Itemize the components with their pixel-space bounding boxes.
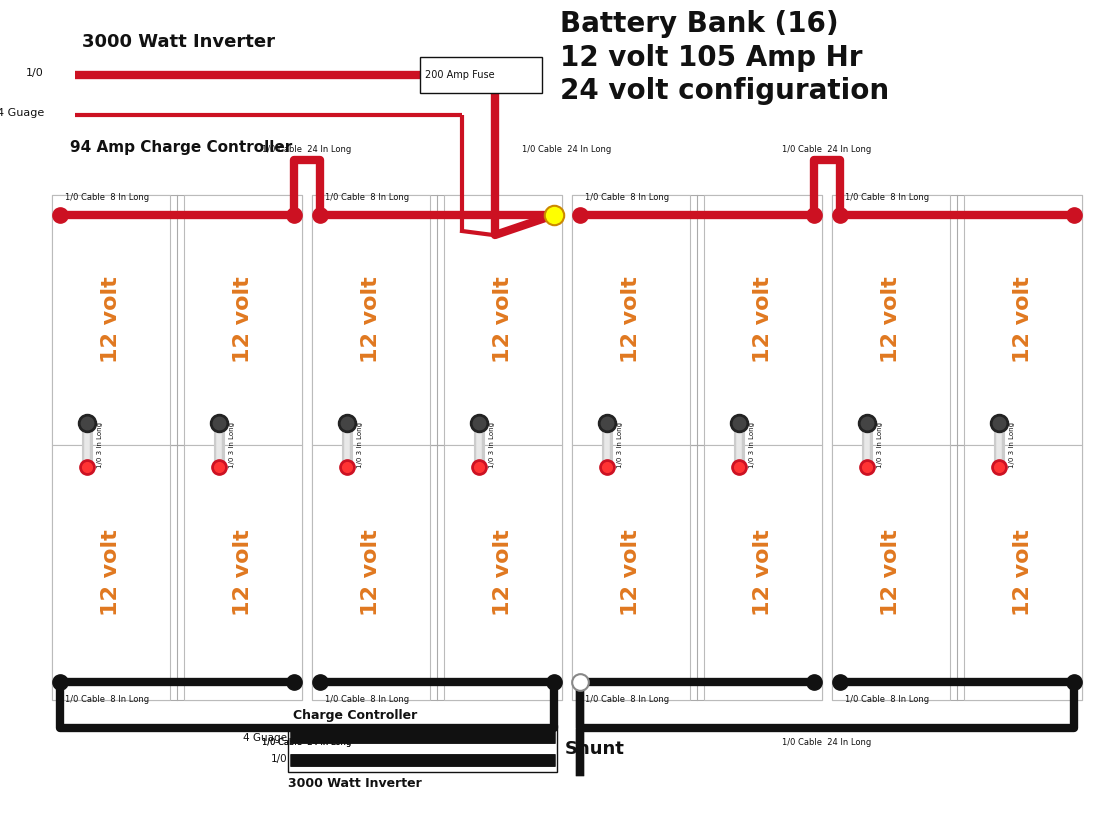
Text: 12 volt: 12 volt <box>881 276 901 364</box>
Bar <box>312 445 430 700</box>
Text: 94 Amp Charge Controller: 94 Amp Charge Controller <box>70 140 293 155</box>
Text: 1/0 Cable  24 In Long: 1/0 Cable 24 In Long <box>263 145 352 154</box>
Text: 12 volt: 12 volt <box>233 276 253 364</box>
Text: 1/0 3 In Long: 1/0 3 In Long <box>749 422 756 468</box>
Bar <box>444 195 562 445</box>
Text: 12 volt: 12 volt <box>621 276 641 364</box>
Text: 1/0 Cable  24 In Long: 1/0 Cable 24 In Long <box>263 738 352 747</box>
Text: 1/0 3 In Long: 1/0 3 In Long <box>230 422 235 468</box>
Text: 4 Guage: 4 Guage <box>243 733 287 743</box>
Text: 4 Guage: 4 Guage <box>0 108 44 118</box>
Text: 12 volt: 12 volt <box>754 276 773 364</box>
Bar <box>704 445 822 700</box>
Text: 3000 Watt Inverter: 3000 Watt Inverter <box>288 777 422 790</box>
Text: 12 volt: 12 volt <box>101 529 121 616</box>
Bar <box>964 445 1082 700</box>
Bar <box>184 195 302 445</box>
Text: 12 volt: 12 volt <box>361 276 381 364</box>
Bar <box>312 445 562 700</box>
Text: 12 volt: 12 volt <box>881 529 901 616</box>
Text: 12 volt: 12 volt <box>493 276 513 364</box>
Bar <box>572 195 822 445</box>
Bar <box>52 195 170 445</box>
Bar <box>420 57 542 93</box>
Text: 1/0 3 In Long: 1/0 3 In Long <box>617 422 624 468</box>
Bar <box>184 445 302 700</box>
Text: 1/0 Cable  24 In Long: 1/0 Cable 24 In Long <box>263 738 352 747</box>
Text: 1/0 Cable  8 In Long: 1/0 Cable 8 In Long <box>324 193 409 202</box>
Bar <box>832 195 950 445</box>
Bar <box>312 195 562 445</box>
Bar <box>312 195 430 445</box>
Text: 1/0: 1/0 <box>271 754 287 764</box>
Text: Shunt: Shunt <box>565 740 625 757</box>
Bar <box>52 445 303 700</box>
Text: 1/0 Cable  24 In Long: 1/0 Cable 24 In Long <box>782 145 871 154</box>
Bar <box>288 725 557 772</box>
Bar <box>444 445 562 700</box>
Text: 3000 Watt Inverter: 3000 Watt Inverter <box>82 33 275 51</box>
Bar <box>572 445 690 700</box>
Text: 1/0 Cable  8 In Long: 1/0 Cable 8 In Long <box>324 695 409 704</box>
Text: 1/0 Cable  24 In Long: 1/0 Cable 24 In Long <box>782 738 871 747</box>
Text: 1/0 Cable  8 In Long: 1/0 Cable 8 In Long <box>585 193 669 202</box>
Text: 1/0 3 In Long: 1/0 3 In Long <box>878 422 883 468</box>
Text: 1/0 3 In Long: 1/0 3 In Long <box>1010 422 1015 468</box>
Bar <box>52 445 170 700</box>
Text: 12 volt: 12 volt <box>233 529 253 616</box>
Bar <box>572 195 690 445</box>
Bar <box>572 445 822 700</box>
Text: 1/0 3 In Long: 1/0 3 In Long <box>490 422 495 468</box>
Text: 12 volt: 12 volt <box>101 276 121 364</box>
Bar <box>832 195 1082 445</box>
Text: 1/0 Cable  8 In Long: 1/0 Cable 8 In Long <box>845 193 930 202</box>
Text: 1/0: 1/0 <box>26 68 44 78</box>
Text: 1/0 3 In Long: 1/0 3 In Long <box>98 422 103 468</box>
Bar <box>704 195 822 445</box>
Bar <box>832 445 1082 700</box>
Text: 200 Amp Fuse: 200 Amp Fuse <box>425 70 495 80</box>
Text: 12 volt: 12 volt <box>621 529 641 616</box>
Text: 12 volt: 12 volt <box>361 529 381 616</box>
Text: 1/0 Cable  8 In Long: 1/0 Cable 8 In Long <box>845 695 930 704</box>
Text: 12 volt: 12 volt <box>1013 276 1033 364</box>
Text: 12 volt: 12 volt <box>754 529 773 616</box>
Text: 1/0 Cable  8 In Long: 1/0 Cable 8 In Long <box>65 695 150 704</box>
Text: 1/0 Cable  8 In Long: 1/0 Cable 8 In Long <box>585 695 669 704</box>
Text: 12 volt: 12 volt <box>1013 529 1033 616</box>
Text: 1/0 3 In Long: 1/0 3 In Long <box>358 422 363 468</box>
Text: 12 volt: 12 volt <box>493 529 513 616</box>
Text: Battery Bank (16)
12 volt 105 Amp Hr
24 volt configuration: Battery Bank (16) 12 volt 105 Amp Hr 24 … <box>560 10 889 105</box>
Text: 1/0 Cable  8 In Long: 1/0 Cable 8 In Long <box>65 193 150 202</box>
Bar <box>52 195 303 445</box>
Text: Charge Controller: Charge Controller <box>293 709 417 722</box>
Text: 1/0 Cable  24 In Long: 1/0 Cable 24 In Long <box>522 145 612 154</box>
Bar <box>832 445 950 700</box>
Bar <box>964 195 1082 445</box>
